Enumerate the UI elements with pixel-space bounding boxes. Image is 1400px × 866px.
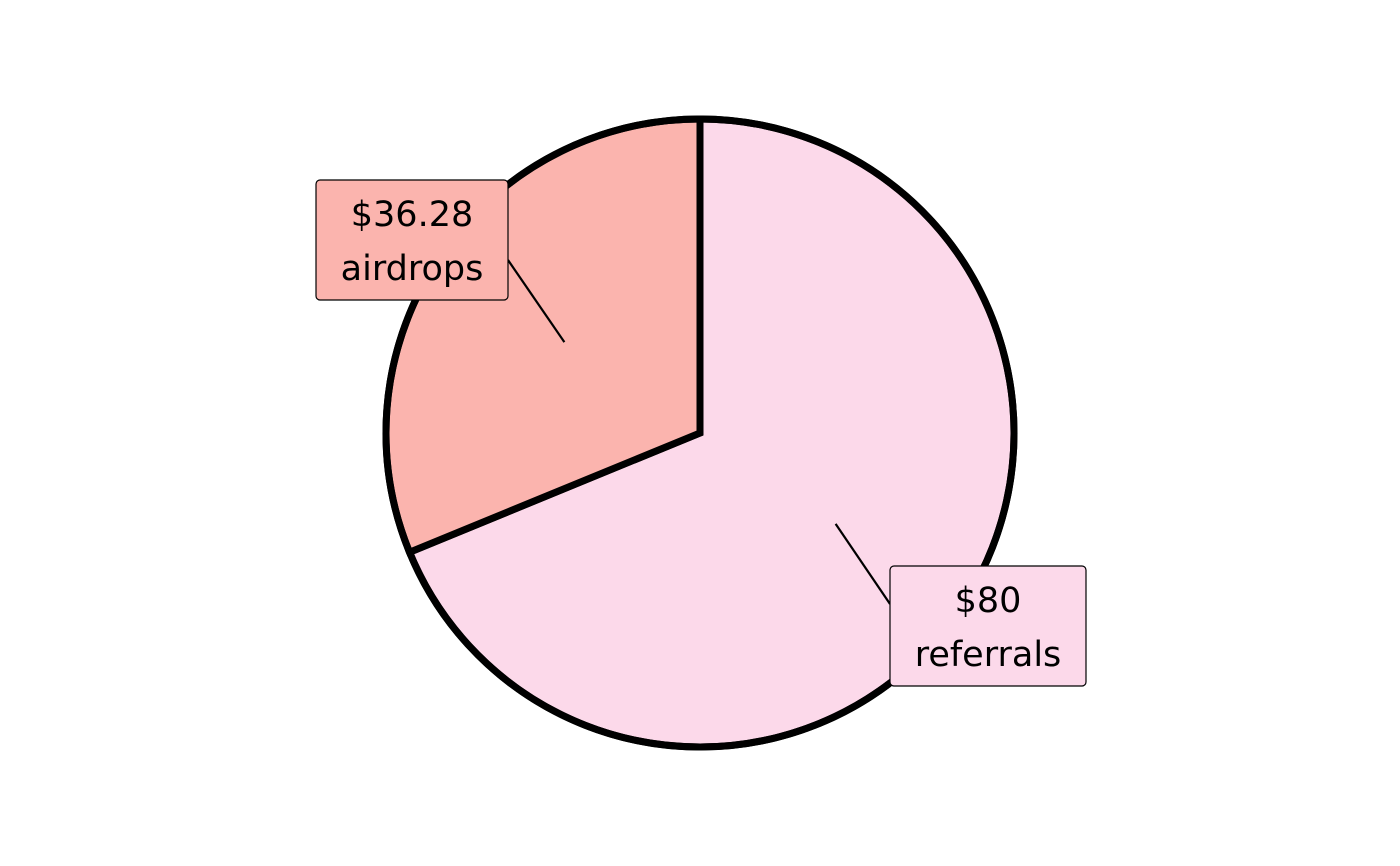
category-label-airdrops: airdrops [341, 249, 484, 289]
value-label-referrals: $80 [955, 581, 1022, 621]
label-box-airdrops [315, 179, 509, 301]
pie-labels: $80 referrals $36.28 airdrops [315, 179, 1087, 687]
label-box-referrals [889, 565, 1087, 687]
leader-line-referrals [834, 523, 891, 605]
category-label-referrals: referrals [915, 635, 1062, 675]
value-label-airdrops: $36.28 [351, 195, 473, 235]
pie-outline [382, 115, 1018, 751]
leader-line-airdrops [507, 259, 566, 343]
